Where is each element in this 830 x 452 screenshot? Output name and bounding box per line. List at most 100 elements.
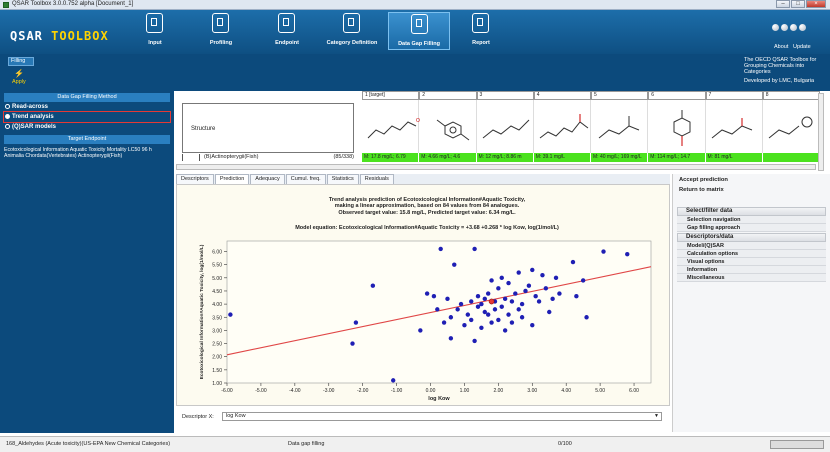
column-header[interactable]: 8 [762, 91, 820, 100]
toolbar-data-gap-filling-button[interactable]: Data Gap Filling [388, 12, 450, 50]
toolbar-report-button[interactable]: Report [448, 12, 514, 50]
info-icon[interactable] [781, 24, 788, 31]
value-cell[interactable]: M: 12 mg/L; 8.86 m [476, 153, 534, 162]
progress-bar [770, 440, 824, 449]
accept-prediction-button[interactable]: Accept prediction [679, 177, 728, 183]
section-miscellaneous[interactable]: Miscellaneous [677, 274, 826, 282]
y-tick-label: 3.00 [212, 328, 222, 334]
toolbar-endpoint-button[interactable]: Endpoint [254, 12, 320, 50]
toolbar-category-definition-button[interactable]: Category Definition [316, 12, 388, 50]
toolbar-input-button[interactable]: Input [122, 12, 188, 50]
y-tick-label: 3.50 [212, 315, 222, 321]
chart-title: Trend analysis prediction of Ecotoxicolo… [237, 197, 617, 216]
method-qsar-models[interactable]: (Q)SAR models [4, 122, 170, 132]
structure-cell[interactable] [591, 100, 649, 154]
data-point [519, 301, 525, 307]
horizontal-scrollbar[interactable] [176, 164, 816, 170]
data-point [536, 299, 542, 304]
data-point [353, 320, 359, 325]
tree-lines-icon [182, 154, 200, 161]
data-point [506, 280, 511, 286]
data-point [516, 270, 521, 275]
data-point [445, 296, 450, 302]
value-cell[interactable]: M: 40 mg/L; 169 mg/L [591, 153, 649, 162]
data-point [584, 315, 589, 320]
tab-statistics[interactable]: Statistics [326, 174, 359, 184]
data-point [475, 294, 481, 299]
x-tick-label: -1.00 [391, 388, 403, 394]
data-point [448, 315, 454, 320]
apply-button[interactable]: Apply [12, 79, 26, 85]
column-header[interactable]: 1 [target] [362, 91, 420, 100]
update-link[interactable]: Update [792, 44, 811, 50]
value-cell[interactable]: M: 4.66 mg/L; 4.6 [419, 153, 477, 162]
app-icon [3, 2, 9, 8]
data-point [540, 272, 545, 278]
data-point [441, 320, 447, 325]
help-icon[interactable] [772, 24, 779, 31]
data-point [553, 275, 559, 281]
tab-residuals[interactable]: Residuals [359, 174, 394, 184]
column-header[interactable]: 3 [476, 91, 534, 100]
data-gap-filling-icon [411, 14, 428, 34]
column-header[interactable]: 7 [705, 91, 763, 100]
section-model-qsar[interactable]: Model/(Q)SAR [677, 242, 826, 250]
structure-cell[interactable] [477, 100, 534, 154]
x-axis-label: log Kow [428, 396, 450, 402]
return-to-matrix-button[interactable]: Return to matrix [679, 187, 724, 193]
data-point [519, 315, 525, 320]
structure-cell[interactable] [763, 100, 820, 154]
apply-icon[interactable]: ⚡ [14, 69, 24, 78]
chart-title-line: making a linear approximation, based on … [334, 203, 520, 210]
column-header[interactable]: 6 [648, 91, 706, 100]
data-point [550, 296, 555, 302]
section-information[interactable]: Information [677, 266, 826, 274]
tab-cumul-freq[interactable]: Cumul. freq. [285, 174, 326, 184]
section-descriptors-data[interactable]: Descriptors/data [677, 233, 826, 242]
data-point [350, 341, 355, 346]
value-cell[interactable]: M: 17.8 mg/L; 6.79 [362, 153, 420, 162]
close-icon[interactable]: × [806, 0, 826, 8]
section-selection-navigation[interactable]: Selection navigation [677, 216, 826, 224]
descriptor-select[interactable]: log Kow ▼ [222, 412, 662, 421]
section-calculation-options[interactable]: Calculation options [677, 250, 826, 258]
status-bar: 168_Aldehydes (Acute toxicity)(US-EPA Ne… [0, 436, 830, 452]
section-visual-options[interactable]: Visual options [677, 258, 826, 266]
section-select-filter-data[interactable]: Select/filter data [677, 207, 826, 216]
method-read-across[interactable]: Read-across [4, 102, 170, 112]
maximize-icon[interactable]: □ [791, 0, 805, 8]
minimize-icon[interactable]: – [776, 0, 790, 8]
structure-cell[interactable] [534, 100, 591, 154]
column-header[interactable]: 4 [533, 91, 591, 100]
structure-cell[interactable] [419, 100, 477, 154]
x-tick-label: 0.00 [426, 388, 436, 394]
about-link[interactable]: About [774, 44, 789, 50]
window-controls: – □ × [776, 0, 826, 9]
tab-prediction[interactable]: Prediction [214, 174, 250, 184]
column-header[interactable]: 5 [591, 91, 649, 100]
value-cell[interactable] [762, 153, 820, 162]
settings-icon[interactable] [790, 24, 797, 31]
section-gap-filling-approach[interactable]: Gap filling approach [677, 224, 826, 232]
value-cell[interactable]: M: 39.1 mg/L [533, 153, 591, 162]
structure-cell[interactable] [706, 100, 763, 154]
data-point [523, 288, 528, 294]
method-trend-analysis[interactable]: Trend analysis [3, 111, 171, 123]
toolbar-profiling-button[interactable]: Profiling [188, 12, 254, 50]
value-cell[interactable]: M: 114 mg/L; 14.7 [648, 153, 706, 162]
tools-icon[interactable] [799, 24, 806, 31]
filling-tab[interactable]: Filling [8, 57, 34, 66]
structure-cell[interactable] [648, 100, 706, 154]
structure-cell[interactable]: O [362, 100, 420, 154]
chart-title-line: Observed target value: 15.8 mg/L, Predic… [338, 209, 516, 216]
column-header[interactable]: 2 [419, 91, 477, 100]
data-point [469, 317, 474, 323]
endpoint-row-label[interactable]: (B)Actinopterygii(Fish) (85/338) [182, 153, 360, 162]
tab-descriptors[interactable]: Descriptors [176, 174, 214, 184]
vertical-scrollbar[interactable] [818, 93, 824, 171]
data-point [472, 246, 477, 252]
data-point [526, 283, 532, 288]
endpoint-icon [278, 13, 295, 33]
tab-adequacy[interactable]: Adequacy [250, 174, 285, 184]
value-cell[interactable]: M: 81 mg/L [705, 153, 763, 162]
